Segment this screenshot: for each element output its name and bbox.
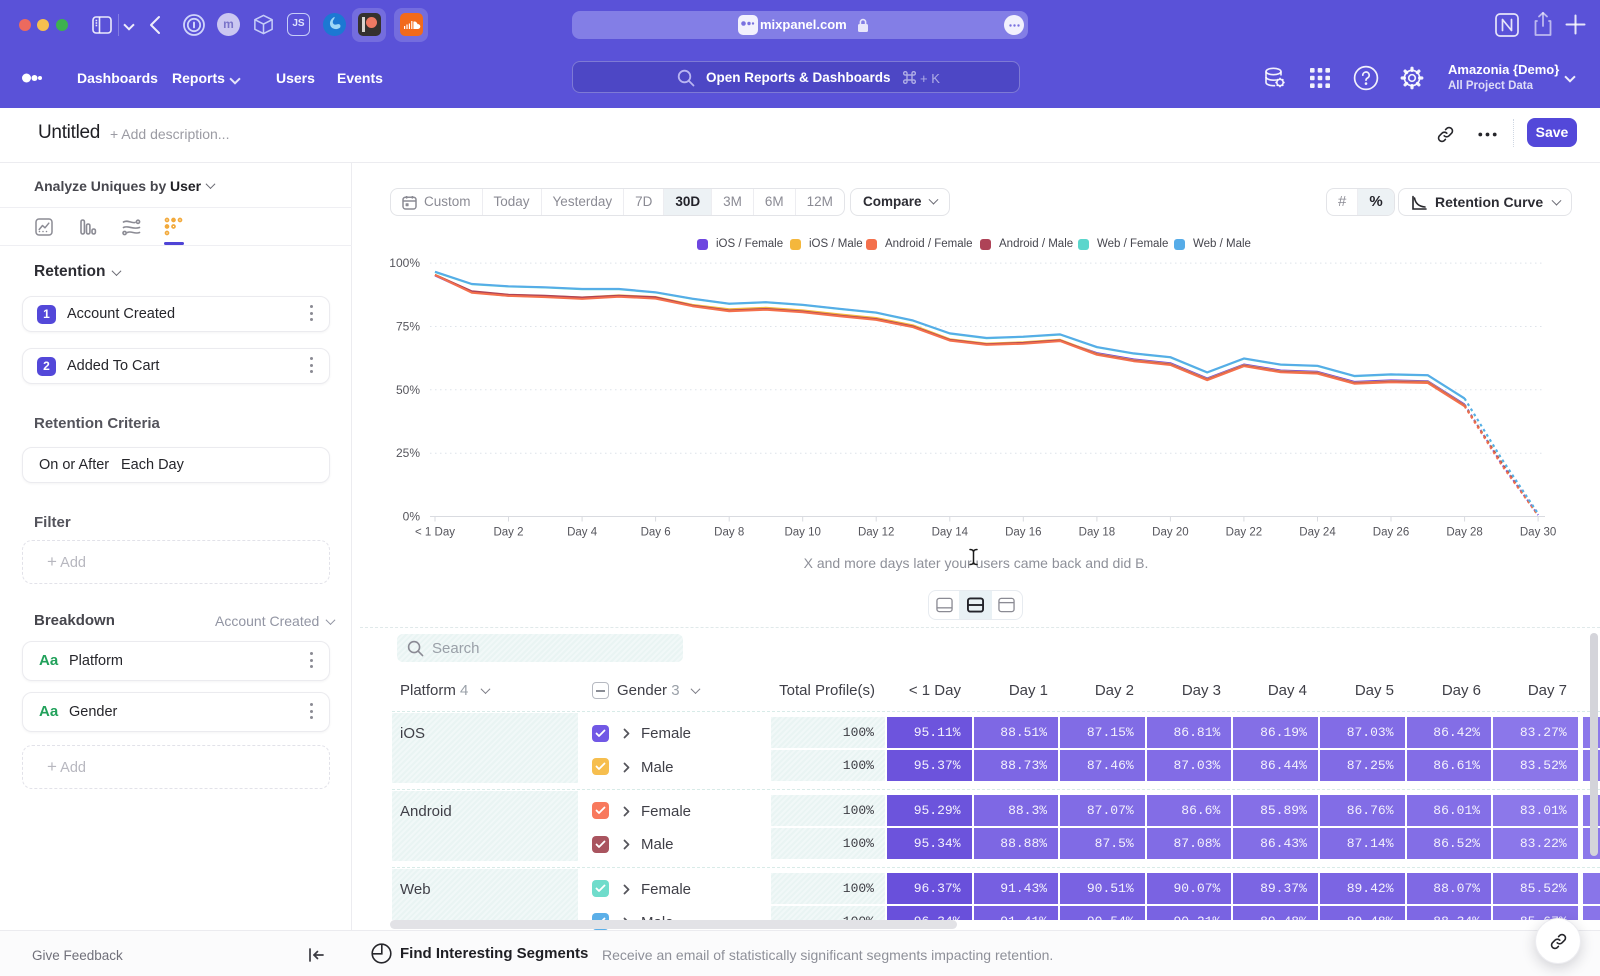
- svg-text:Day 18: Day 18: [1079, 527, 1115, 539]
- svg-text:50%: 50%: [396, 383, 420, 397]
- svg-text:Day 14: Day 14: [932, 527, 969, 539]
- svg-text:Day 10: Day 10: [784, 527, 820, 539]
- svg-text:Day 2: Day 2: [493, 527, 523, 539]
- svg-text:Day 4: Day 4: [567, 527, 598, 539]
- svg-text:Day 6: Day 6: [641, 527, 671, 539]
- svg-text:< 1 Day: < 1 Day: [415, 527, 455, 539]
- svg-text:Day 26: Day 26: [1373, 527, 1409, 539]
- svg-text:75%: 75%: [396, 320, 420, 334]
- svg-text:Day 12: Day 12: [858, 527, 894, 539]
- svg-text:Day 22: Day 22: [1226, 527, 1262, 539]
- svg-text:Day 24: Day 24: [1299, 527, 1336, 539]
- svg-text:Day 30: Day 30: [1520, 527, 1556, 539]
- svg-text:25%: 25%: [396, 446, 420, 460]
- svg-text:Day 28: Day 28: [1446, 527, 1482, 539]
- svg-text:Day 16: Day 16: [1005, 527, 1041, 539]
- svg-text:Day 20: Day 20: [1152, 527, 1188, 539]
- svg-text:Day 8: Day 8: [714, 527, 744, 539]
- svg-text:0%: 0%: [403, 510, 421, 524]
- svg-text:100%: 100%: [390, 256, 420, 270]
